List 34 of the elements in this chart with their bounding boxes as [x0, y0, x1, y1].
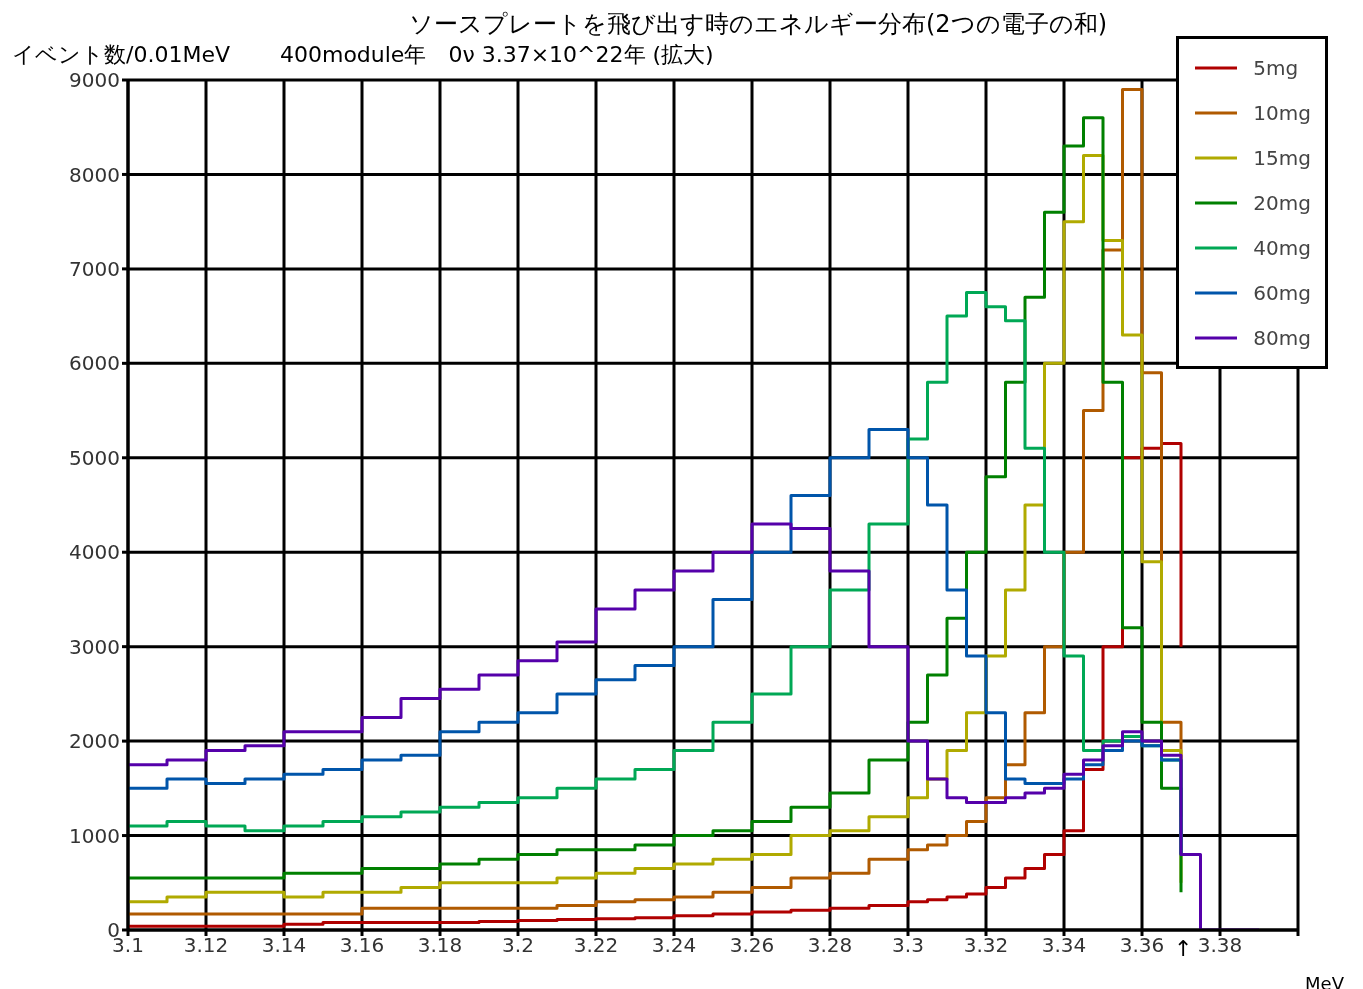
x-tick-label: 3.2	[502, 933, 534, 958]
chart-title: ソースプレートを飛び出す時のエネルギー分布(2つの電子の和)	[408, 9, 1108, 40]
y-tick-label: 6000	[69, 351, 120, 376]
legend-label: 20mg	[1253, 190, 1311, 215]
x-tick-label: 3.34	[1041, 933, 1087, 958]
legend-label: 80mg	[1253, 325, 1311, 350]
x-tick-label: 3.24	[651, 933, 697, 958]
x-tick-label: 3.18	[417, 933, 463, 958]
x-tick-label: 3.32	[963, 933, 1009, 958]
x-tick-label: 3.14	[261, 933, 307, 958]
chart-subtitle: 400module年 0ν 3.37×10^22年 (拡大)	[279, 41, 714, 69]
legend-label: 40mg	[1253, 235, 1311, 260]
x-tick-label: 3.16	[339, 933, 385, 958]
y-tick-label: 4000	[69, 540, 120, 565]
text: ↑	[1174, 936, 1193, 961]
y-tick-label: 5000	[69, 445, 120, 470]
y-tick-label: 8000	[69, 162, 120, 187]
legend-label: 10mg	[1253, 100, 1311, 125]
y-tick-label: 3000	[69, 634, 120, 659]
y-tick-label: 9000	[69, 68, 120, 93]
y-tick-label: 2000	[69, 729, 120, 754]
legend-label: 15mg	[1253, 145, 1311, 170]
y-tick-label: 7000	[69, 256, 120, 281]
x-tick-label: 3.36	[1119, 933, 1165, 958]
y-axis-title: イベント数/0.01MeV	[12, 41, 230, 69]
x-tick-label: 3.22	[573, 933, 619, 958]
x-tick-label: 3.12	[183, 933, 229, 958]
legend-label: 5mg	[1253, 55, 1299, 80]
x-tick-label: 3.3	[892, 933, 924, 958]
x-tick-label: 3.28	[807, 933, 853, 958]
legend-label: 60mg	[1253, 280, 1311, 305]
x-tick-label: 3.38	[1197, 933, 1243, 958]
x-tick-label: 3.26	[729, 933, 775, 958]
y-tick-label: 1000	[69, 823, 120, 848]
